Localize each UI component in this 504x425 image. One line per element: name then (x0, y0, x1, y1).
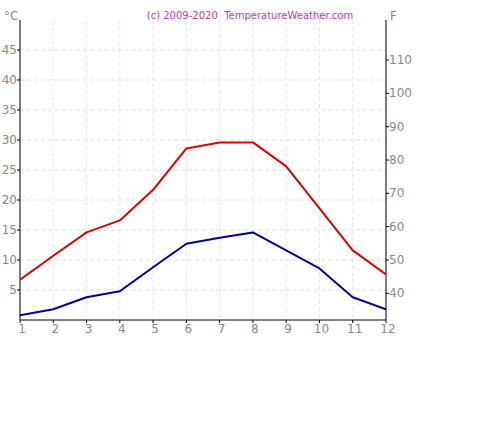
x-tick-label: 9 (284, 322, 292, 336)
x-grid-line (119, 20, 120, 320)
series-line (20, 232, 386, 315)
x-tick-label: 1 (18, 322, 26, 336)
y2-tick-label: 70 (389, 186, 404, 200)
y-tick-label: 15 (2, 223, 17, 237)
x-grid-line (153, 20, 154, 320)
x-grid-line (186, 20, 187, 320)
x-grid-line (219, 20, 220, 320)
y2-tick-label: 100 (389, 86, 412, 100)
y-grid-line (20, 50, 386, 51)
x-grid-line (86, 20, 87, 320)
y-tick (17, 260, 20, 261)
y-tick-label: 45 (2, 43, 17, 57)
y-grid-line (20, 110, 386, 111)
y2-axis-line (386, 20, 387, 320)
y-tick (17, 80, 20, 81)
y2-tick-label: 110 (389, 53, 412, 67)
chart: 5101520253035404540506070809010011012345… (0, 0, 504, 425)
x-tick-label: 6 (185, 322, 193, 336)
grid (20, 20, 386, 320)
x-grid-line (319, 20, 320, 320)
y-grid-line (20, 260, 386, 261)
y-tick (17, 290, 20, 291)
x-tick-label: 11 (347, 322, 362, 336)
y2-axis-label: F (390, 9, 397, 23)
x-tick-label: 2 (51, 322, 59, 336)
x-tick-label: 12 (380, 322, 395, 336)
x-tick-label: 5 (151, 322, 159, 336)
series-line (20, 142, 386, 279)
y2-tick-label: 40 (389, 286, 404, 300)
y-grid-line (20, 290, 386, 291)
y2-tick-label: 80 (389, 153, 404, 167)
x-grid-line (252, 20, 253, 320)
y-tick (17, 140, 20, 141)
y-tick-label: 40 (2, 73, 17, 87)
x-tick-label: 4 (118, 322, 126, 336)
y-tick (17, 110, 20, 111)
x-axis-line (20, 320, 386, 321)
y-tick-label: 20 (2, 193, 17, 207)
y-tick-label: 5 (9, 283, 17, 297)
y-tick (17, 170, 20, 171)
x-grid-line (386, 20, 387, 320)
y2-tick-label: 90 (389, 120, 404, 134)
y-grid-line (20, 230, 386, 231)
y2-tick-label: 50 (389, 253, 404, 267)
series-group (20, 142, 386, 315)
y-grid-line (20, 170, 386, 171)
y2-tick-label: 60 (389, 220, 404, 234)
x-grid-line (352, 20, 353, 320)
y-tick (17, 200, 20, 201)
y-grid-line (20, 200, 386, 201)
y-tick (17, 50, 20, 51)
y-axis-label: °C (4, 9, 18, 23)
x-grid-line (286, 20, 287, 320)
title: (c) 2009-2020 TemperatureWeather.com (147, 10, 353, 21)
y-grid-line (20, 140, 386, 141)
y-tick-label: 35 (2, 103, 17, 117)
x-tick-label: 7 (218, 322, 226, 336)
y-tick-label: 10 (2, 253, 17, 267)
x-tick-label: 3 (85, 322, 93, 336)
x-tick-label: 10 (314, 322, 329, 336)
y-tick (17, 230, 20, 231)
y-grid-line (20, 80, 386, 81)
x-tick-label: 8 (251, 322, 259, 336)
y-tick-label: 25 (2, 163, 17, 177)
x-grid-line (53, 20, 54, 320)
y-tick-label: 30 (2, 133, 17, 147)
